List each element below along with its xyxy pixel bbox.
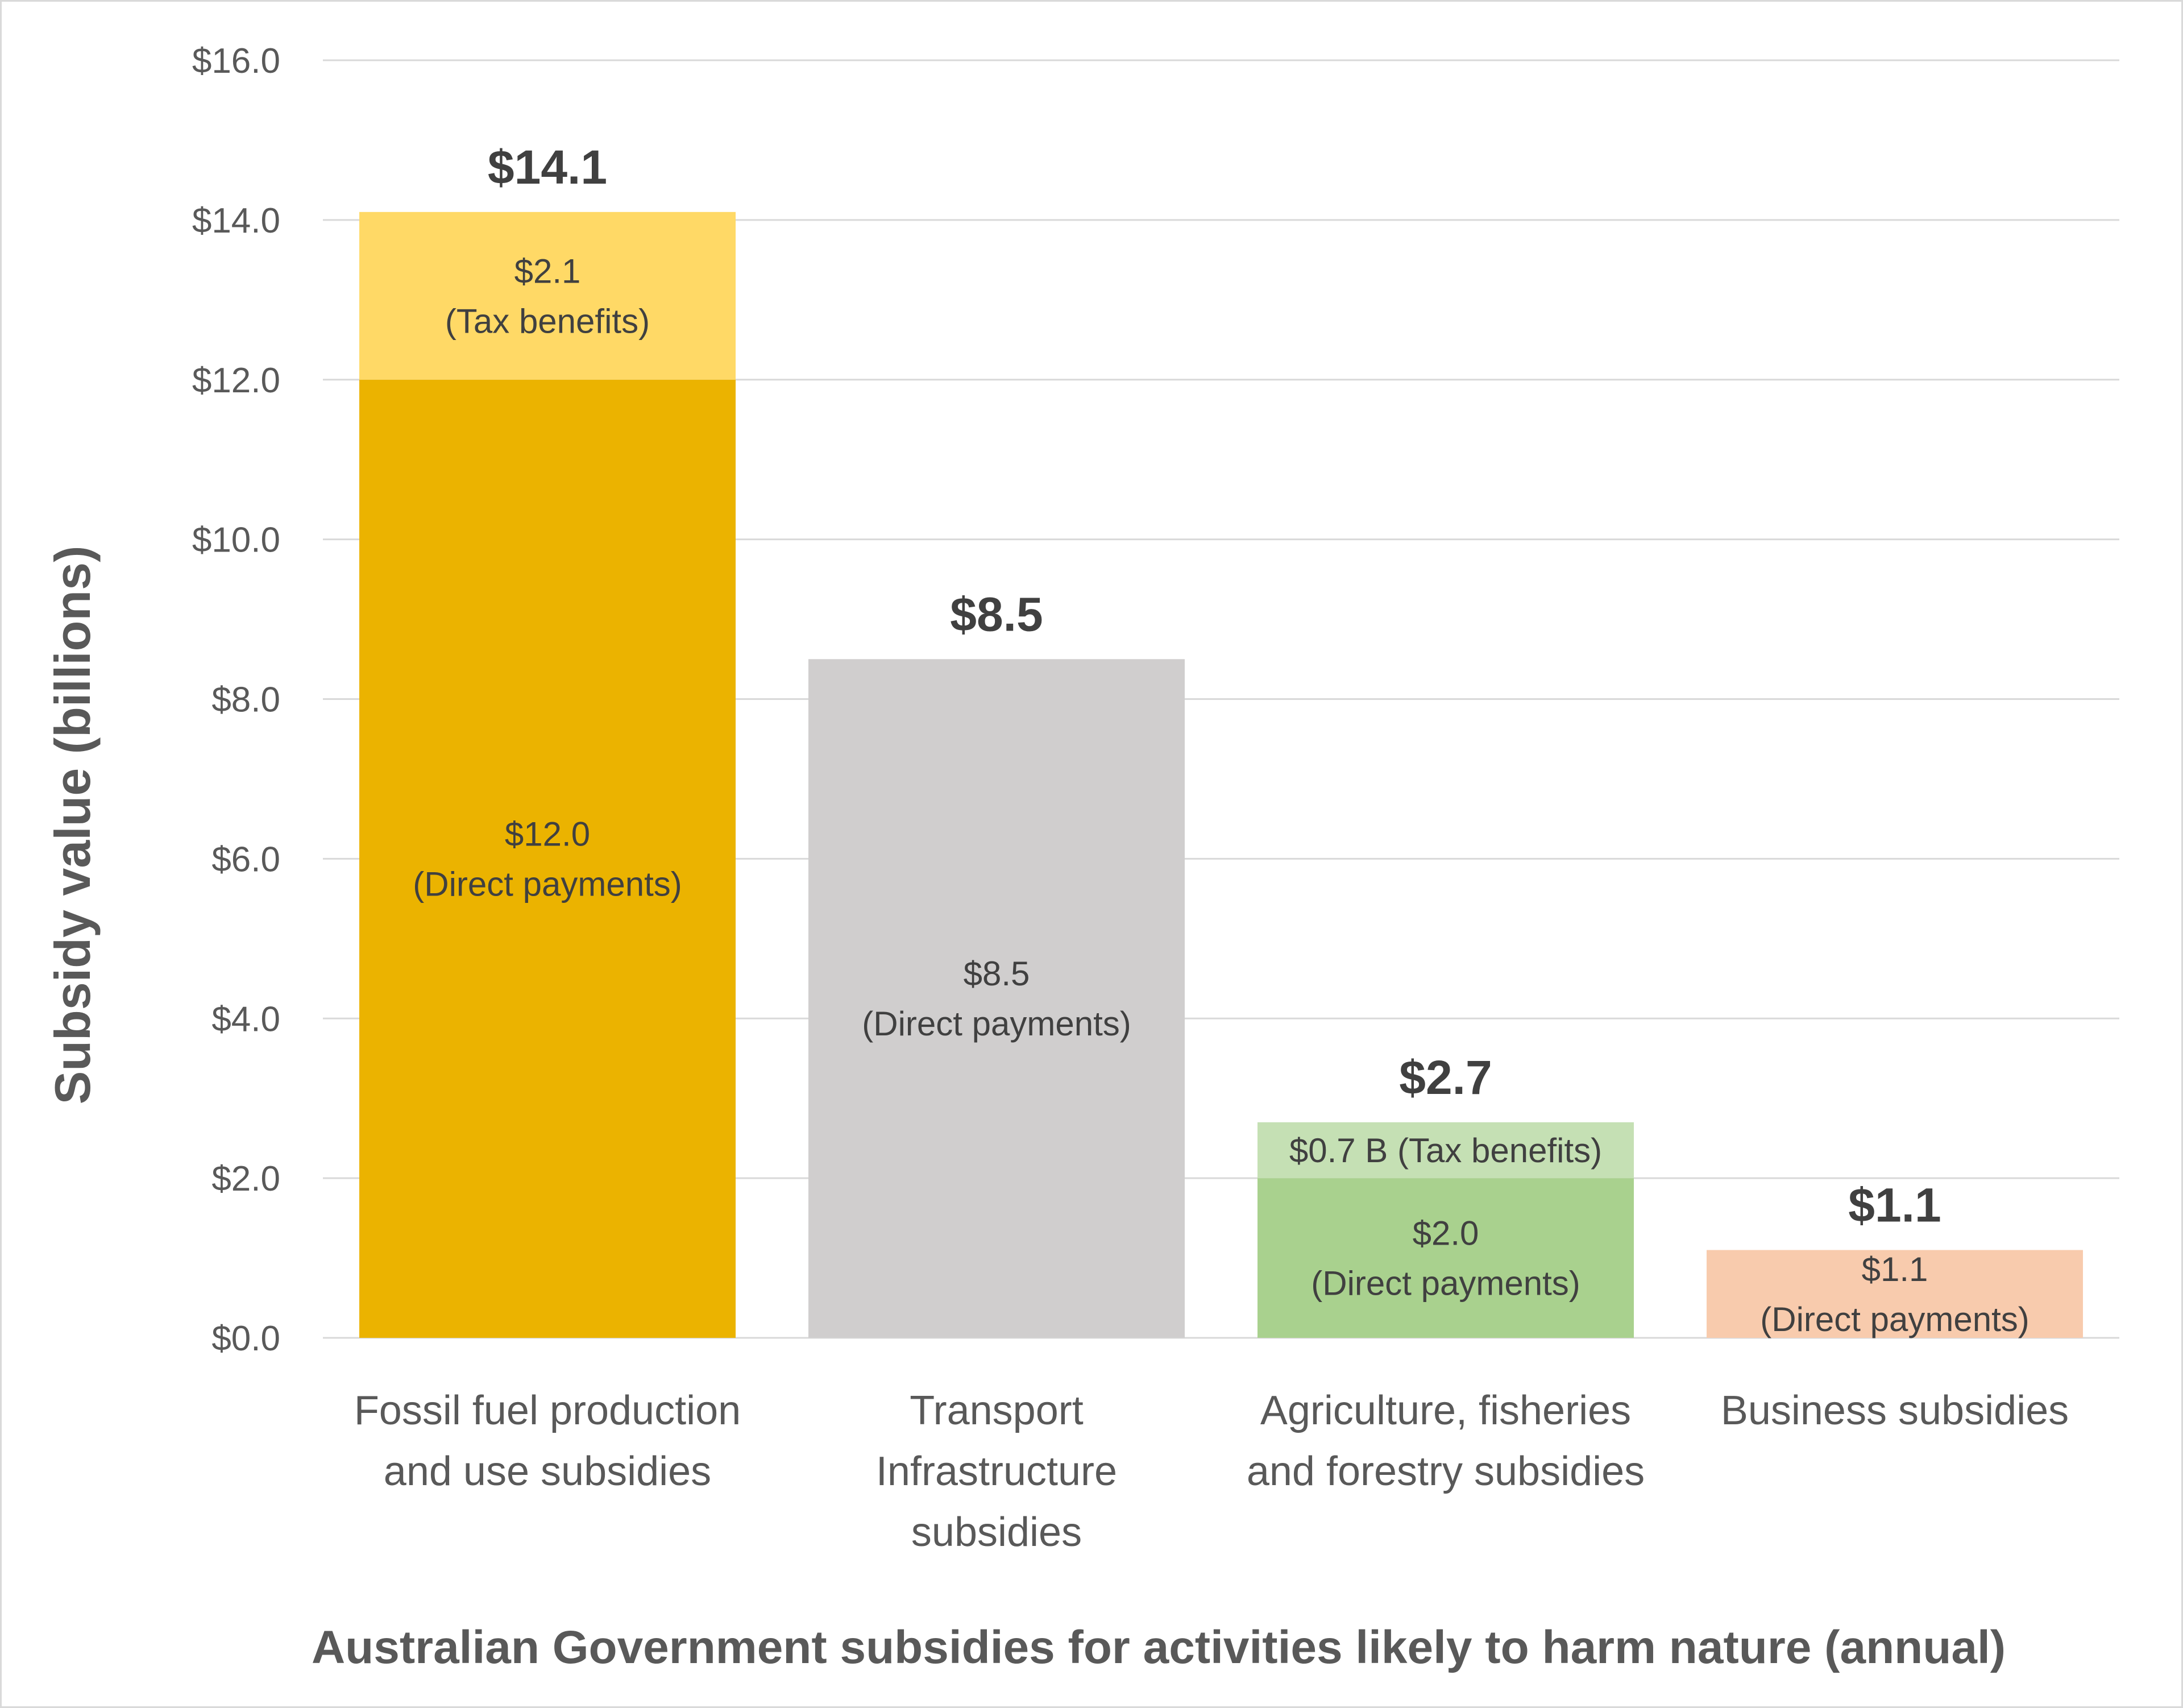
segment-data-label: $2.0 — [1413, 1214, 1479, 1253]
bar-total-label: $8.5 — [950, 587, 1043, 641]
x-axis-categories: Fossil fuel production and use subsidies T… — [354, 1388, 2069, 1555]
segment-data-label: (Tax benefits) — [445, 302, 650, 340]
x-category-label: and use subsidies — [384, 1449, 711, 1494]
y-tick-label: $2.0 — [211, 1159, 280, 1199]
segment-data-label: $2.1 — [514, 252, 581, 290]
segment-data-label: (Direct payments) — [862, 1005, 1131, 1043]
bar-total-label: $2.7 — [1399, 1051, 1492, 1104]
y-tick-label: $10.0 — [192, 521, 280, 560]
x-category-label: Fossil fuel production — [354, 1388, 741, 1433]
segment-data-label: $1.1 — [1862, 1250, 1928, 1288]
x-category-label: Agriculture, fisheries — [1260, 1388, 1631, 1433]
segment-data-label: $0.7 B (Tax benefits) — [1289, 1131, 1602, 1170]
segment-data-label: $8.5 — [964, 955, 1030, 993]
bars — [359, 212, 2083, 1338]
data-labels: $12.0 (Direct payments) $2.1 (Tax benefits)… — [413, 140, 2029, 1338]
bar-segment-direct-payments — [1257, 1178, 1634, 1338]
segment-data-label: (Direct payments) — [1760, 1300, 2029, 1338]
x-category-label: Transport — [910, 1388, 1083, 1433]
y-tick-label: $16.0 — [192, 42, 280, 81]
segment-data-label: (Direct payments) — [413, 865, 682, 903]
bar-total-label: $1.1 — [1848, 1179, 1941, 1232]
y-tick-label: $4.0 — [211, 1000, 280, 1039]
segment-data-label: $12.0 — [505, 815, 590, 853]
bar-segment-direct-payments — [1707, 1250, 2083, 1338]
x-category-label: and forestry subsidies — [1247, 1449, 1645, 1494]
bar-segment-direct-payments — [808, 659, 1185, 1338]
x-axis-title: Australian Government subsidies for acti… — [312, 1622, 2006, 1673]
bar-segment-direct-payments — [359, 379, 736, 1338]
x-category-label: Infrastructure — [876, 1449, 1117, 1494]
y-tick-label: $8.0 — [211, 681, 280, 720]
y-tick-label: $0.0 — [211, 1319, 280, 1358]
y-tick-label: $12.0 — [192, 361, 280, 400]
x-category-label: subsidies — [911, 1510, 1082, 1555]
y-axis-ticks: $0.0 $2.0 $4.0 $6.0 $8.0 $10.0 $12.0 $14.0 $16.0 — [192, 42, 280, 1358]
y-axis-title: Subsidy value (billions) — [44, 546, 101, 1105]
bar-total-label: $14.1 — [488, 140, 607, 194]
y-tick-label: $6.0 — [211, 840, 280, 879]
segment-data-label: (Direct payments) — [1311, 1265, 1580, 1303]
bar-segment-tax-benefits — [1257, 1122, 1634, 1179]
bar-segment-tax-benefits — [359, 212, 736, 380]
y-tick-label: $14.0 — [192, 201, 280, 241]
x-category-label: Business subsidies — [1721, 1388, 2069, 1433]
